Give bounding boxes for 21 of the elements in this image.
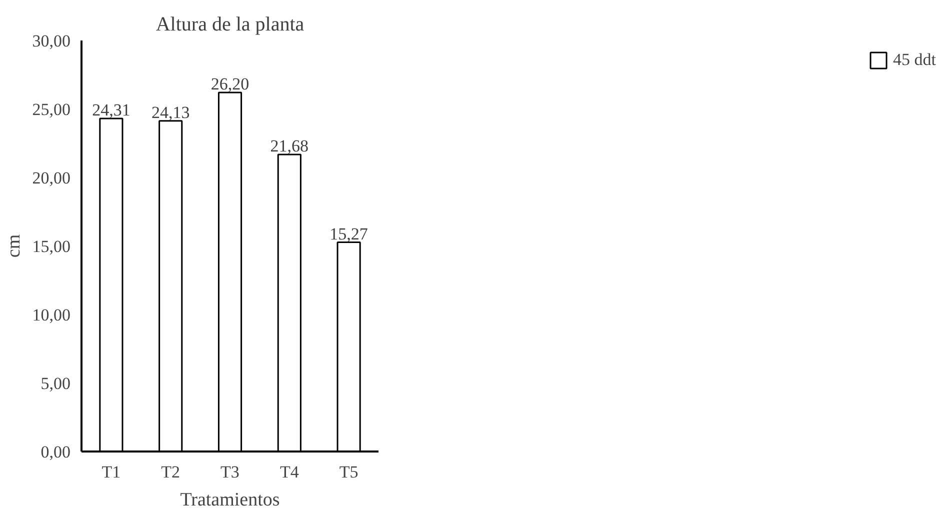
y-axis-title: cm (3, 234, 24, 258)
x-axis-title: Tratamientos (180, 490, 280, 510)
y-tick-label: 30,00 (32, 32, 70, 50)
y-tick-label: 5,00 (40, 374, 70, 393)
legend-label: 45 ddt (893, 50, 936, 70)
y-tick-label: 25,00 (32, 100, 70, 119)
data-label: 21,68 (270, 136, 309, 156)
x-tick-label: T3 (220, 462, 240, 482)
data-label: 24,31 (92, 100, 130, 120)
x-tick-label: T1 (102, 462, 121, 482)
y-tick-label: 15,00 (32, 237, 70, 256)
x-tick-label: T4 (280, 462, 300, 482)
chart-title: Altura de la planta (156, 14, 304, 36)
y-tick-label: 10,00 (32, 306, 70, 324)
x-tick-label: T2 (161, 462, 180, 482)
x-tick-label: T5 (339, 462, 358, 482)
y-tick-label: 20,00 (32, 168, 70, 188)
data-label: 24,13 (151, 102, 190, 122)
data-label: 26,20 (210, 74, 250, 94)
data-label: 15,27 (330, 224, 368, 244)
y-tick-label: 0,00 (40, 442, 70, 462)
